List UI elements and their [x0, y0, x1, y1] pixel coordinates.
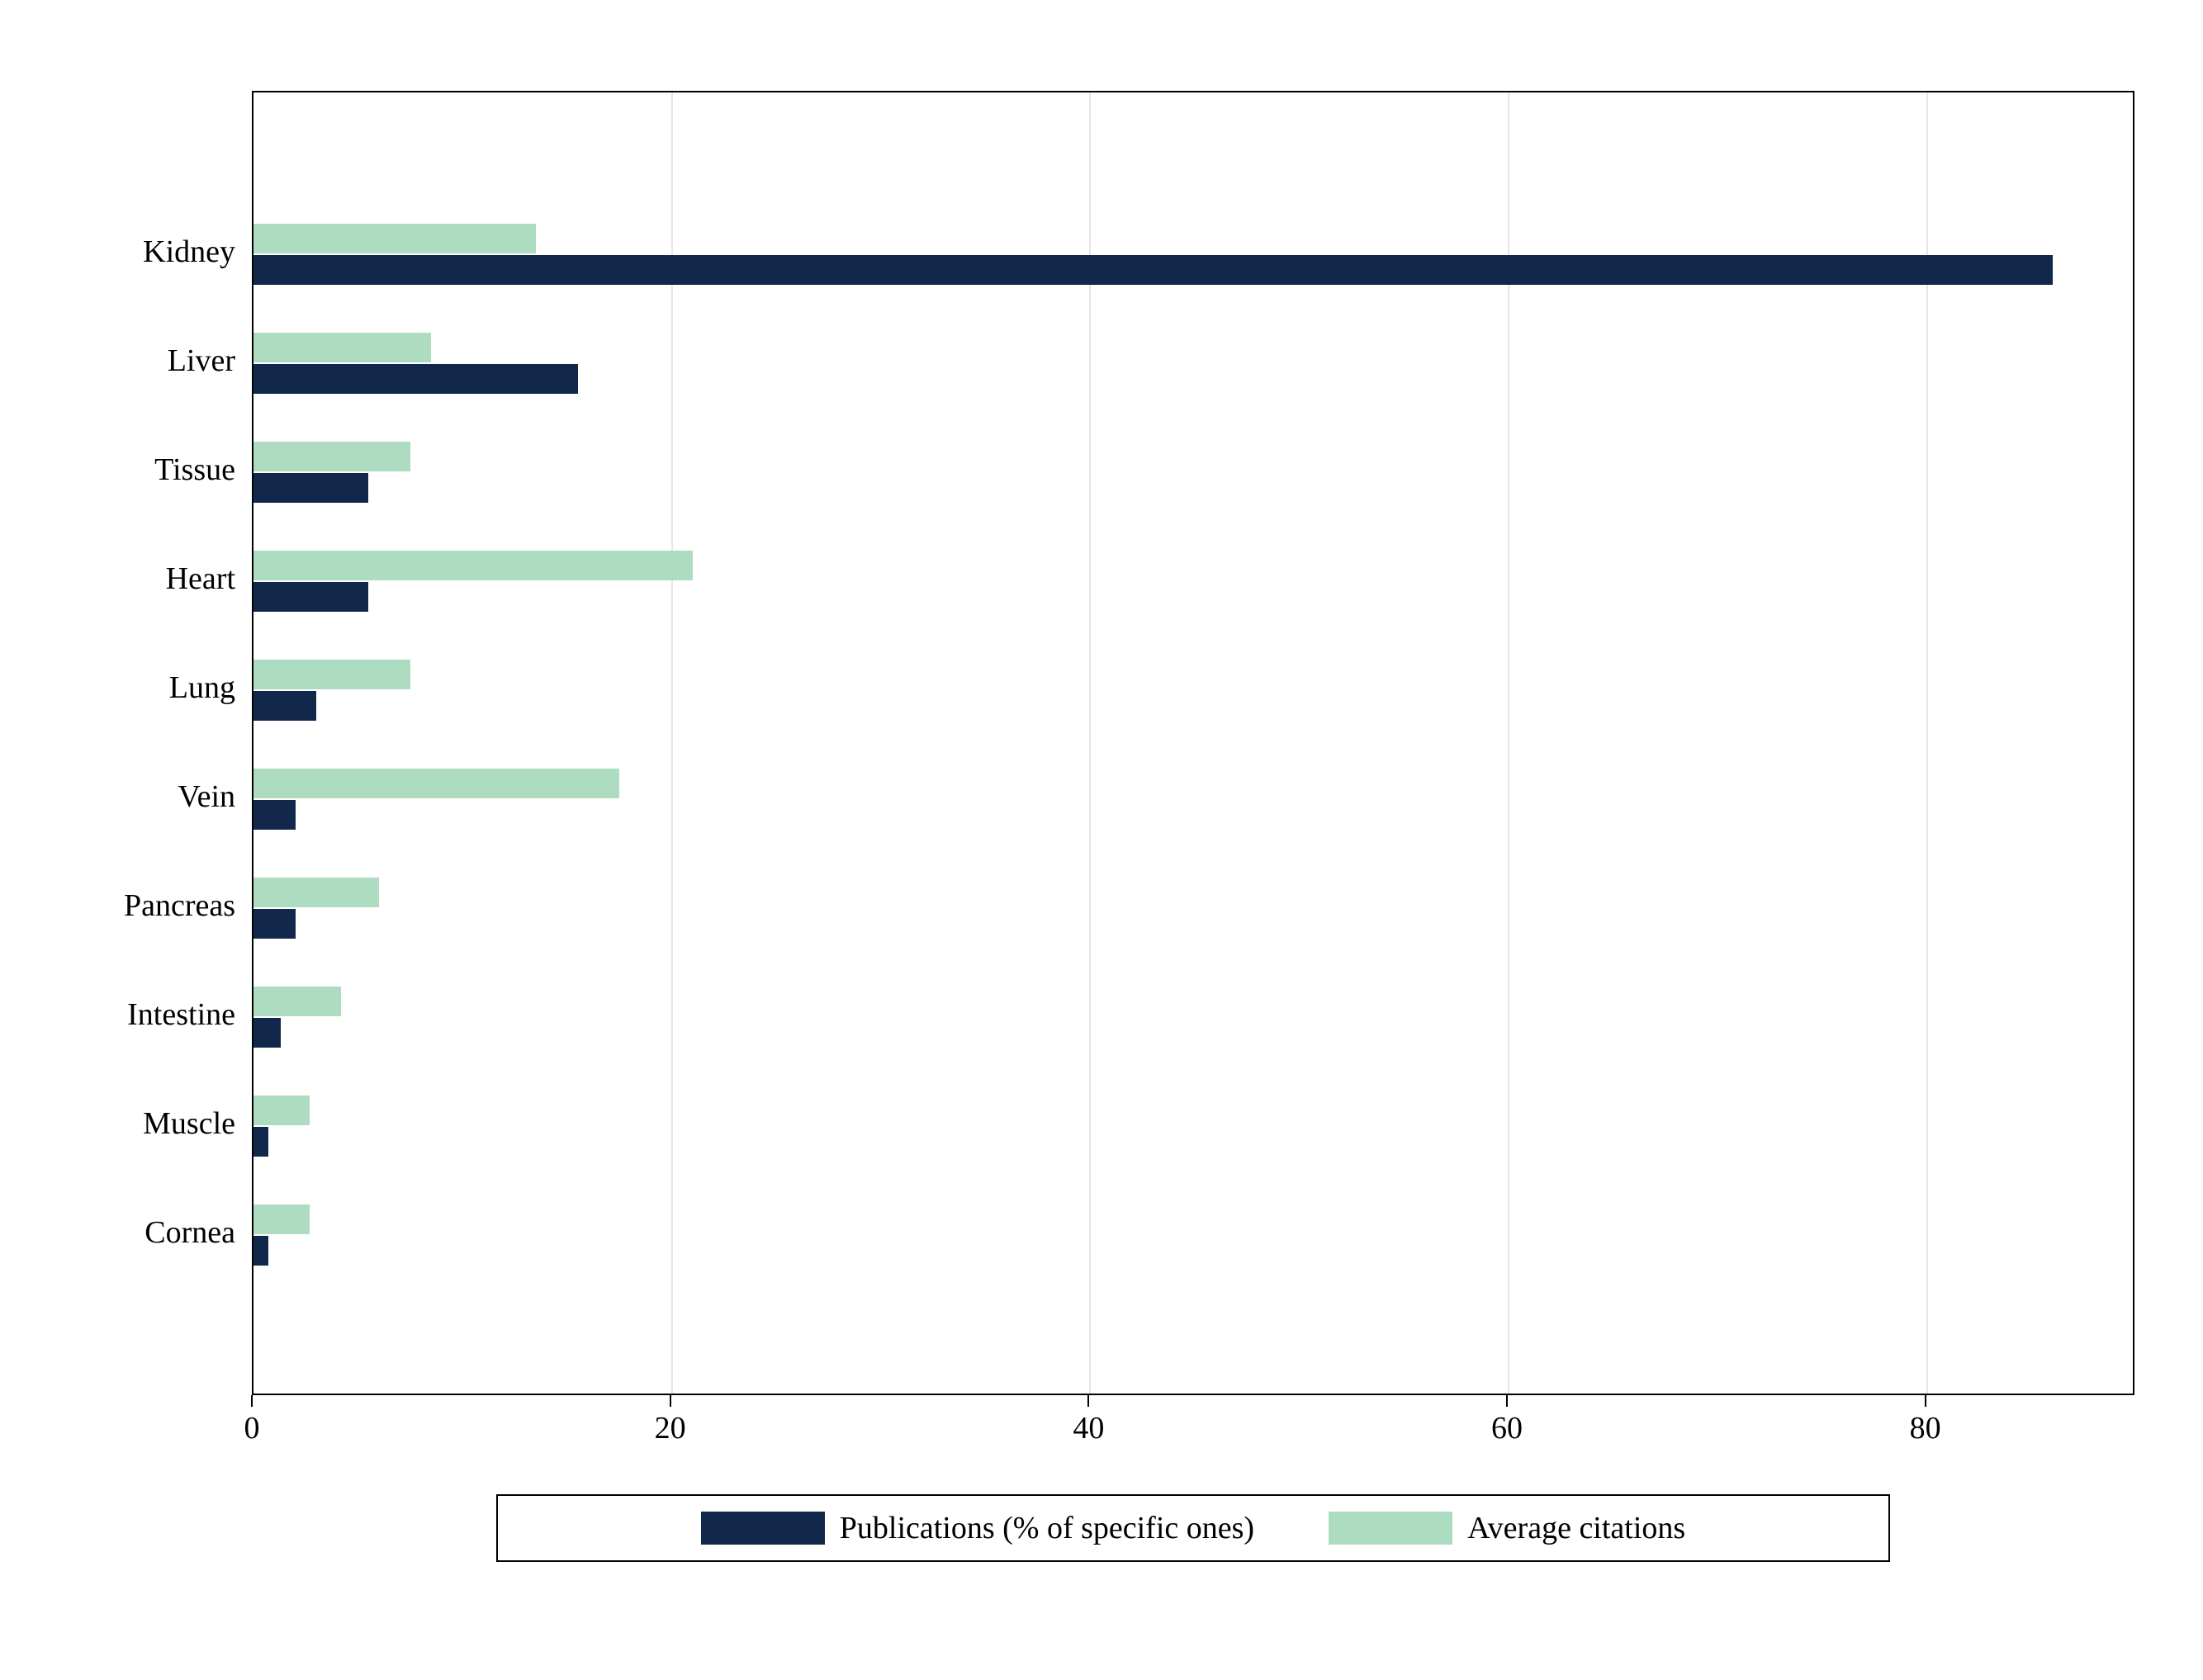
x-tick-mark [1925, 1395, 1926, 1407]
gridline [671, 92, 673, 1394]
x-tick-mark [251, 1395, 253, 1407]
y-category-label: Muscle [143, 1105, 235, 1142]
legend-label: Average citations [1467, 1510, 1685, 1546]
bar-publications [253, 691, 316, 721]
plot-area [252, 91, 2134, 1395]
x-tick-label: 40 [1073, 1410, 1104, 1446]
y-category-label: Vein [178, 778, 235, 815]
bar-citations [253, 1096, 310, 1125]
x-tick-mark [1506, 1395, 1508, 1407]
legend-label: Publications (% of specific ones) [840, 1510, 1254, 1546]
legend-item: Publications (% of specific ones) [701, 1510, 1254, 1546]
bar-citations [253, 442, 410, 471]
bar-publications [253, 1127, 268, 1157]
x-tick-label: 80 [1910, 1410, 1941, 1446]
bar-citations [253, 987, 341, 1016]
bar-publications [253, 582, 368, 612]
x-tick-label: 20 [655, 1410, 686, 1446]
bar-publications [253, 1236, 268, 1266]
bar-publications [253, 800, 296, 830]
legend-swatch [701, 1512, 825, 1545]
legend: Publications (% of specific ones) Average… [496, 1494, 1889, 1562]
chart-container: 0 20 40 60 80 Kidney Liver Tissue Heart Lung Vein P… [0, 50, 2203, 1630]
gridline [1508, 92, 1509, 1394]
bar-citations [253, 769, 619, 798]
bar-citations [253, 333, 431, 362]
bar-publications [253, 364, 578, 394]
bar-citations [253, 660, 410, 689]
gridline [1089, 92, 1091, 1394]
x-tick-mark [1087, 1395, 1089, 1407]
y-category-label: Tissue [154, 452, 235, 488]
y-category-label: Pancreas [124, 887, 235, 924]
bar-publications [253, 909, 296, 939]
bar-citations [253, 224, 536, 253]
legend-item: Average citations [1329, 1510, 1685, 1546]
y-category-label: Intestine [127, 996, 235, 1033]
bar-publications [253, 1018, 281, 1048]
bar-citations [253, 1204, 310, 1234]
bar-citations [253, 551, 693, 580]
x-tick-label: 0 [244, 1410, 260, 1446]
gridline [1926, 92, 1928, 1394]
x-tick-mark [670, 1395, 671, 1407]
y-category-label: Heart [166, 561, 235, 597]
bar-publications [253, 473, 368, 503]
bar-citations [253, 878, 379, 907]
x-tick-label: 60 [1491, 1410, 1523, 1446]
legend-swatch [1329, 1512, 1452, 1545]
bar-publications [253, 255, 2053, 285]
y-category-label: Liver [168, 343, 235, 379]
y-category-label: Kidney [143, 234, 235, 270]
y-category-label: Cornea [144, 1214, 235, 1251]
y-category-label: Lung [169, 670, 235, 706]
